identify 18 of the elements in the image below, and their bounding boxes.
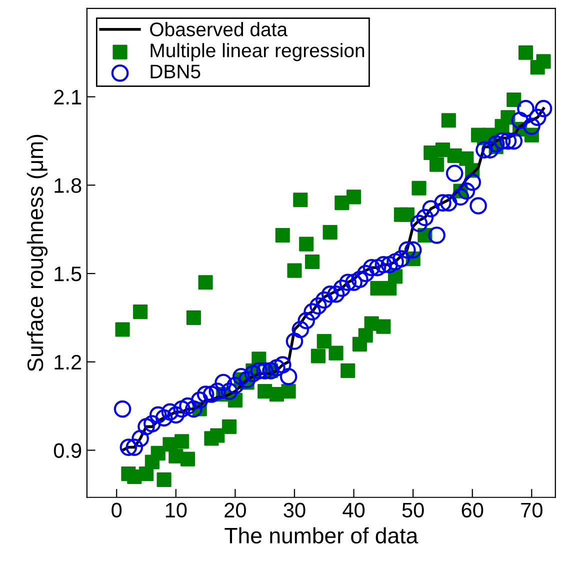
legend-label: DBN5 bbox=[150, 64, 200, 78]
y-tick-label: 1.8 bbox=[54, 178, 82, 193]
x-tick-label: 10 bbox=[166, 502, 187, 518]
x-tick-label: 60 bbox=[462, 502, 484, 518]
y-tick-label: 2.1 bbox=[54, 90, 82, 104]
y-axis-title: Surface roughness (μm) bbox=[26, 134, 48, 372]
x-tick-label: 20 bbox=[224, 502, 246, 518]
legend-label: Multiple linear regression bbox=[150, 43, 364, 62]
y-tick-label: 0.9 bbox=[54, 443, 82, 458]
x-tick-label: 40 bbox=[342, 502, 365, 518]
x-axis-title: The number of data bbox=[224, 527, 418, 544]
y-tick-label: 1.5 bbox=[54, 266, 82, 282]
x-tick-label: 50 bbox=[402, 502, 424, 518]
x-tick-label: 0 bbox=[112, 502, 122, 518]
y-tick-label: 1.2 bbox=[54, 354, 82, 370]
x-tick-label: 30 bbox=[284, 502, 306, 518]
x-tick-label: 70 bbox=[521, 502, 542, 518]
legend-label: Obaserved data bbox=[150, 22, 288, 36]
